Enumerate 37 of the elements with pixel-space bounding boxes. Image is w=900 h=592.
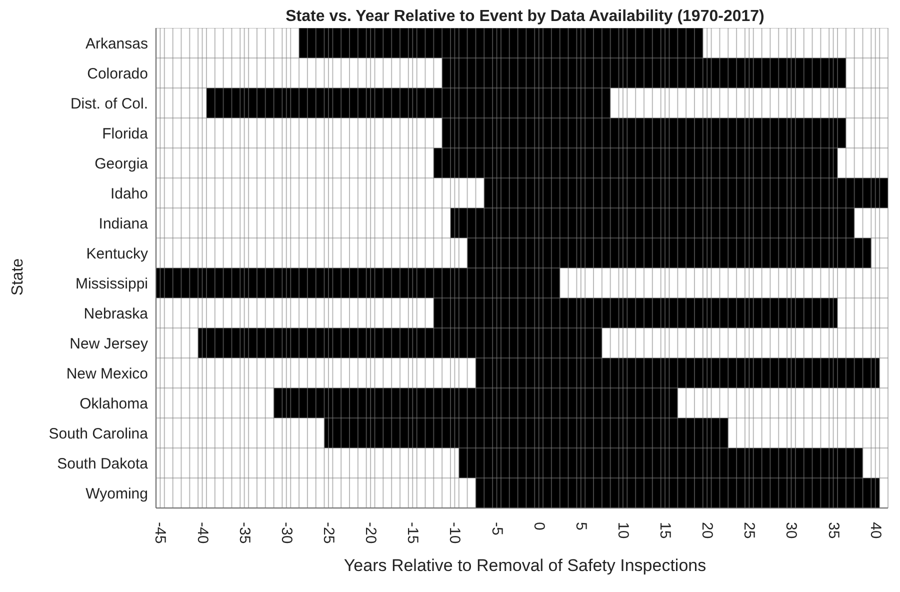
x-tick-label: 40	[866, 522, 884, 539]
x-tick-label: 30	[782, 522, 800, 539]
x-tick-label: -30	[278, 522, 295, 544]
y-tick-label: Wyoming	[86, 485, 148, 502]
y-tick-label: South Dakota	[57, 455, 149, 472]
y-tick-label: Indiana	[98, 215, 149, 232]
y-tick-label: Dist. of Col.	[70, 95, 148, 112]
chart-title: State vs. Year Relative to Event by Data Availability (1970-2017)	[284, 8, 766, 27]
x-tick-label: -40	[194, 522, 211, 544]
x-tick-label: -20	[362, 522, 380, 544]
x-tick-label: -5	[488, 522, 506, 536]
y-tick-label: Georgia	[94, 155, 149, 172]
y-tick-label: Idaho	[110, 185, 148, 202]
y-tick-label: Kentucky	[86, 245, 148, 262]
y-tick-label: Nebraska	[84, 305, 149, 322]
x-tick-label: 0	[530, 522, 548, 530]
x-tick-label: -25	[320, 522, 337, 544]
y-tick-label: South Carolina	[48, 425, 149, 442]
x-tick-label: -45	[152, 522, 169, 544]
y-tick-label: New Jersey	[70, 335, 148, 352]
x-tick-label: 15	[656, 522, 674, 539]
x-tick-label: -35	[236, 522, 253, 544]
y-tick-label: Colorado	[87, 65, 148, 82]
y-tick-label: Oklahoma	[80, 395, 149, 412]
x-tick-label: 25	[740, 522, 758, 539]
x-tick-label: 35	[824, 522, 842, 539]
y-tick-label: New Mexico	[66, 365, 148, 382]
x-tick-label: 10	[614, 522, 632, 539]
x-tick-label: -15	[404, 522, 422, 544]
x-tick-label: -10	[446, 522, 464, 544]
x-tick-label: 5	[572, 522, 590, 530]
x-tick-label: 20	[698, 522, 716, 539]
y-tick-label: Mississippi	[75, 275, 148, 292]
x-axis-title: Years Relative to Removal of Safety Inspections	[342, 556, 708, 576]
y-axis-title: State	[10, 258, 28, 296]
y-tick-label: Florida	[102, 125, 149, 142]
y-tick-label: Arkansas	[85, 35, 148, 52]
